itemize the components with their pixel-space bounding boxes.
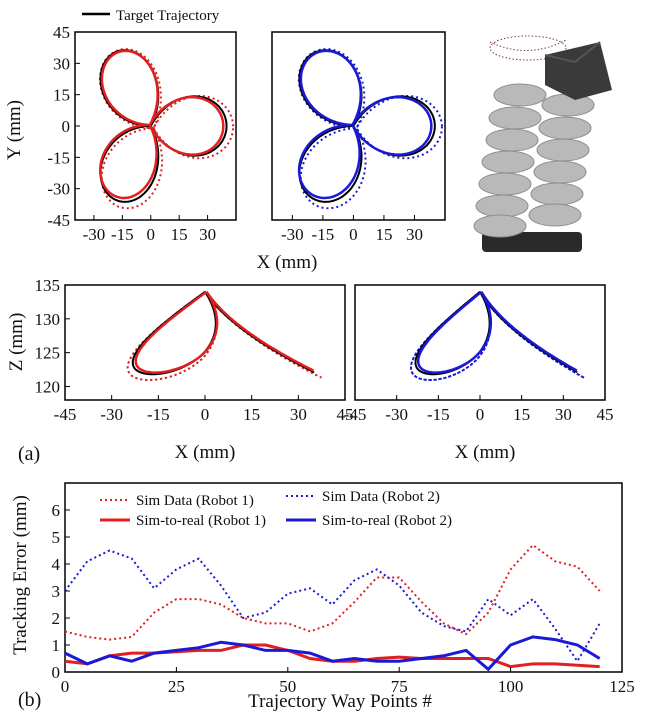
xy-robot1-y-tick-label: 30 [53,54,70,73]
legend-error: Sim Data (Robot 1) Sim Data (Robot 2) Si… [100,489,452,529]
xy-robot1-y-tick-label: 45 [53,23,70,42]
xz-robot1-x-tick-label: 15 [243,405,260,424]
xy-robot2-sim-series [297,48,443,210]
xy-robot1-y-tick-label: -45 [47,211,70,230]
panel-label-b: (b) [18,689,41,711]
error-x-tick-label: 100 [498,677,524,696]
xz-robot2-frame [354,284,606,401]
error-x-tick-label: 50 [279,677,296,696]
legend-real1-label: Sim-to-real (Robot 1) [136,513,266,529]
error-x-tick-label: 0 [61,677,70,696]
xy-robot1-y-tick-label: -30 [47,180,70,199]
y-axis-label-error: Tracking Error (mm) [10,495,31,655]
xy-robot2-x-tick-label: 15 [375,225,392,244]
robot-disc [481,150,535,174]
x-axis-label-xz-left: X (mm) [175,442,236,463]
xy-robot1-x-tick-label: 30 [199,225,216,244]
robot-disc [475,194,529,218]
xz-robot2-x-tick-label: -15 [427,405,450,424]
xz-robot1-frame [64,284,346,401]
xy-robot2-x-tick-label: 30 [406,225,423,244]
robot-disc [541,93,595,117]
xz-robot1-y-tick-label: 125 [35,344,61,363]
error-y-tick-label: 1 [52,636,61,655]
error-y-tick-label: 0 [52,663,61,682]
error-y-tick-label: 6 [52,501,61,520]
xy-robot1-x-tick-label: -15 [111,225,134,244]
xy-robot1-x-tick-label: 15 [171,225,188,244]
xy-robot2-x-tick-label: -30 [281,225,304,244]
xy-robot2-x-tick-label: 0 [349,225,358,244]
xz-robot1-target-series [131,291,315,376]
xy-robot2-frame [271,31,446,221]
xz-robot2-sim-series [410,291,585,381]
xz-robot2-target-series [414,291,578,376]
robot-disc [488,106,542,130]
robot-disc [478,172,532,196]
error-frame [64,482,623,673]
error-x-tick-label: 125 [609,677,635,696]
xz-robot1-sim-series [126,290,322,381]
robot-disc [533,160,587,184]
robot-disc [485,128,539,152]
x-axis-label-error: Trajectory Way Points # [248,691,432,712]
xz-robot1-x-tick-label: 45 [337,405,354,424]
xz-robot2-x-tick-label: -45 [344,405,367,424]
error-y-tick-label: 4 [52,555,61,574]
legend-real2-label: Sim-to-real (Robot 2) [322,513,452,529]
panel-label-a: (a) [18,443,40,465]
xz-robot1-x-tick-label: -30 [100,405,123,424]
robot-disc [528,203,582,227]
xz-robot1-x-tick-label: 0 [201,405,210,424]
robot-disc [538,116,592,140]
xz-robot2-x-tick-label: 45 [597,405,614,424]
xz-robot1-y-tick-label: 120 [35,377,61,396]
z-axis-label-xz: Z (mm) [6,313,27,372]
xz-robot1-x-tick-label: -45 [54,405,77,424]
xy-robot1-y-tick-label: 0 [62,117,71,136]
xz-robot2-x-tick-label: 30 [555,405,572,424]
robot-disc [473,214,527,238]
xy-robot1-x-tick-label: 0 [147,225,156,244]
xy-robot2-target-series [298,49,436,203]
xz-robot1-x-tick-label: 30 [290,405,307,424]
error-y-tick-label: 2 [52,609,61,628]
legend-target-label: Target Trajectory [116,8,220,24]
xz-robot2-x-tick-label: -30 [385,405,408,424]
xz-robot2-real-series [416,290,578,374]
xz-robot1-y-tick-label: 135 [35,276,61,295]
error-sim2-series [64,549,601,664]
error-x-tick-label: 75 [391,677,408,696]
x-axis-label-xz-right: X (mm) [455,442,516,463]
xy-robot1-sim-series [98,48,235,210]
xy-robot1-x-tick-label: -30 [83,225,106,244]
xy-robot1-target-series [99,49,228,203]
xy-robot1-y-tick-label: 15 [53,86,70,105]
xy-robot2-x-tick-label: -15 [312,225,335,244]
error-sim1-series [64,543,601,641]
legend-sim2-label: Sim Data (Robot 2) [322,489,440,505]
robot-disc [536,138,590,162]
robot-disc [530,182,584,206]
xz-robot2-x-tick-label: 15 [513,405,530,424]
xy-robot2-real-series [297,49,433,200]
x-axis-label-xy: X (mm) [257,252,318,273]
xz-robot2-x-tick-label: 0 [476,405,485,424]
error-real2-series [64,635,601,672]
y-axis-label-xy: Y (mm) [4,100,25,160]
error-x-tick-label: 25 [168,677,185,696]
error-y-tick-label: 5 [52,528,61,547]
soft-robot-render [473,35,612,252]
xz-robot1-y-tick-label: 130 [35,310,61,329]
robot-disc [493,83,547,107]
xy-robot1-real-series [98,49,225,200]
xz-robot1-x-tick-label: -15 [147,405,170,424]
xz-robot1-real-series [134,290,315,374]
xy-robot1-y-tick-label: -15 [47,148,70,167]
error-y-tick-label: 3 [52,582,61,601]
legend-sim1-label: Sim Data (Robot 1) [136,493,254,509]
